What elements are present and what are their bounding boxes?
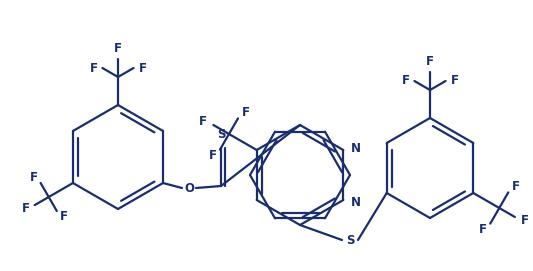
- Text: F: F: [199, 115, 207, 128]
- Text: F: F: [521, 214, 529, 227]
- Text: F: F: [208, 149, 216, 162]
- Text: F: F: [450, 75, 458, 88]
- Text: S: S: [217, 128, 225, 141]
- Text: F: F: [21, 202, 29, 215]
- Text: F: F: [479, 223, 487, 236]
- Text: F: F: [512, 180, 520, 193]
- Text: F: F: [60, 210, 68, 223]
- Text: N: N: [351, 141, 361, 154]
- Text: F: F: [114, 42, 122, 55]
- Text: F: F: [90, 62, 98, 75]
- Text: S: S: [346, 234, 354, 247]
- Text: F: F: [241, 106, 249, 119]
- Text: F: F: [401, 75, 409, 88]
- Text: O: O: [184, 182, 194, 195]
- Text: F: F: [30, 171, 38, 184]
- Text: F: F: [139, 62, 147, 75]
- Text: N: N: [351, 195, 361, 208]
- Text: F: F: [426, 55, 434, 68]
